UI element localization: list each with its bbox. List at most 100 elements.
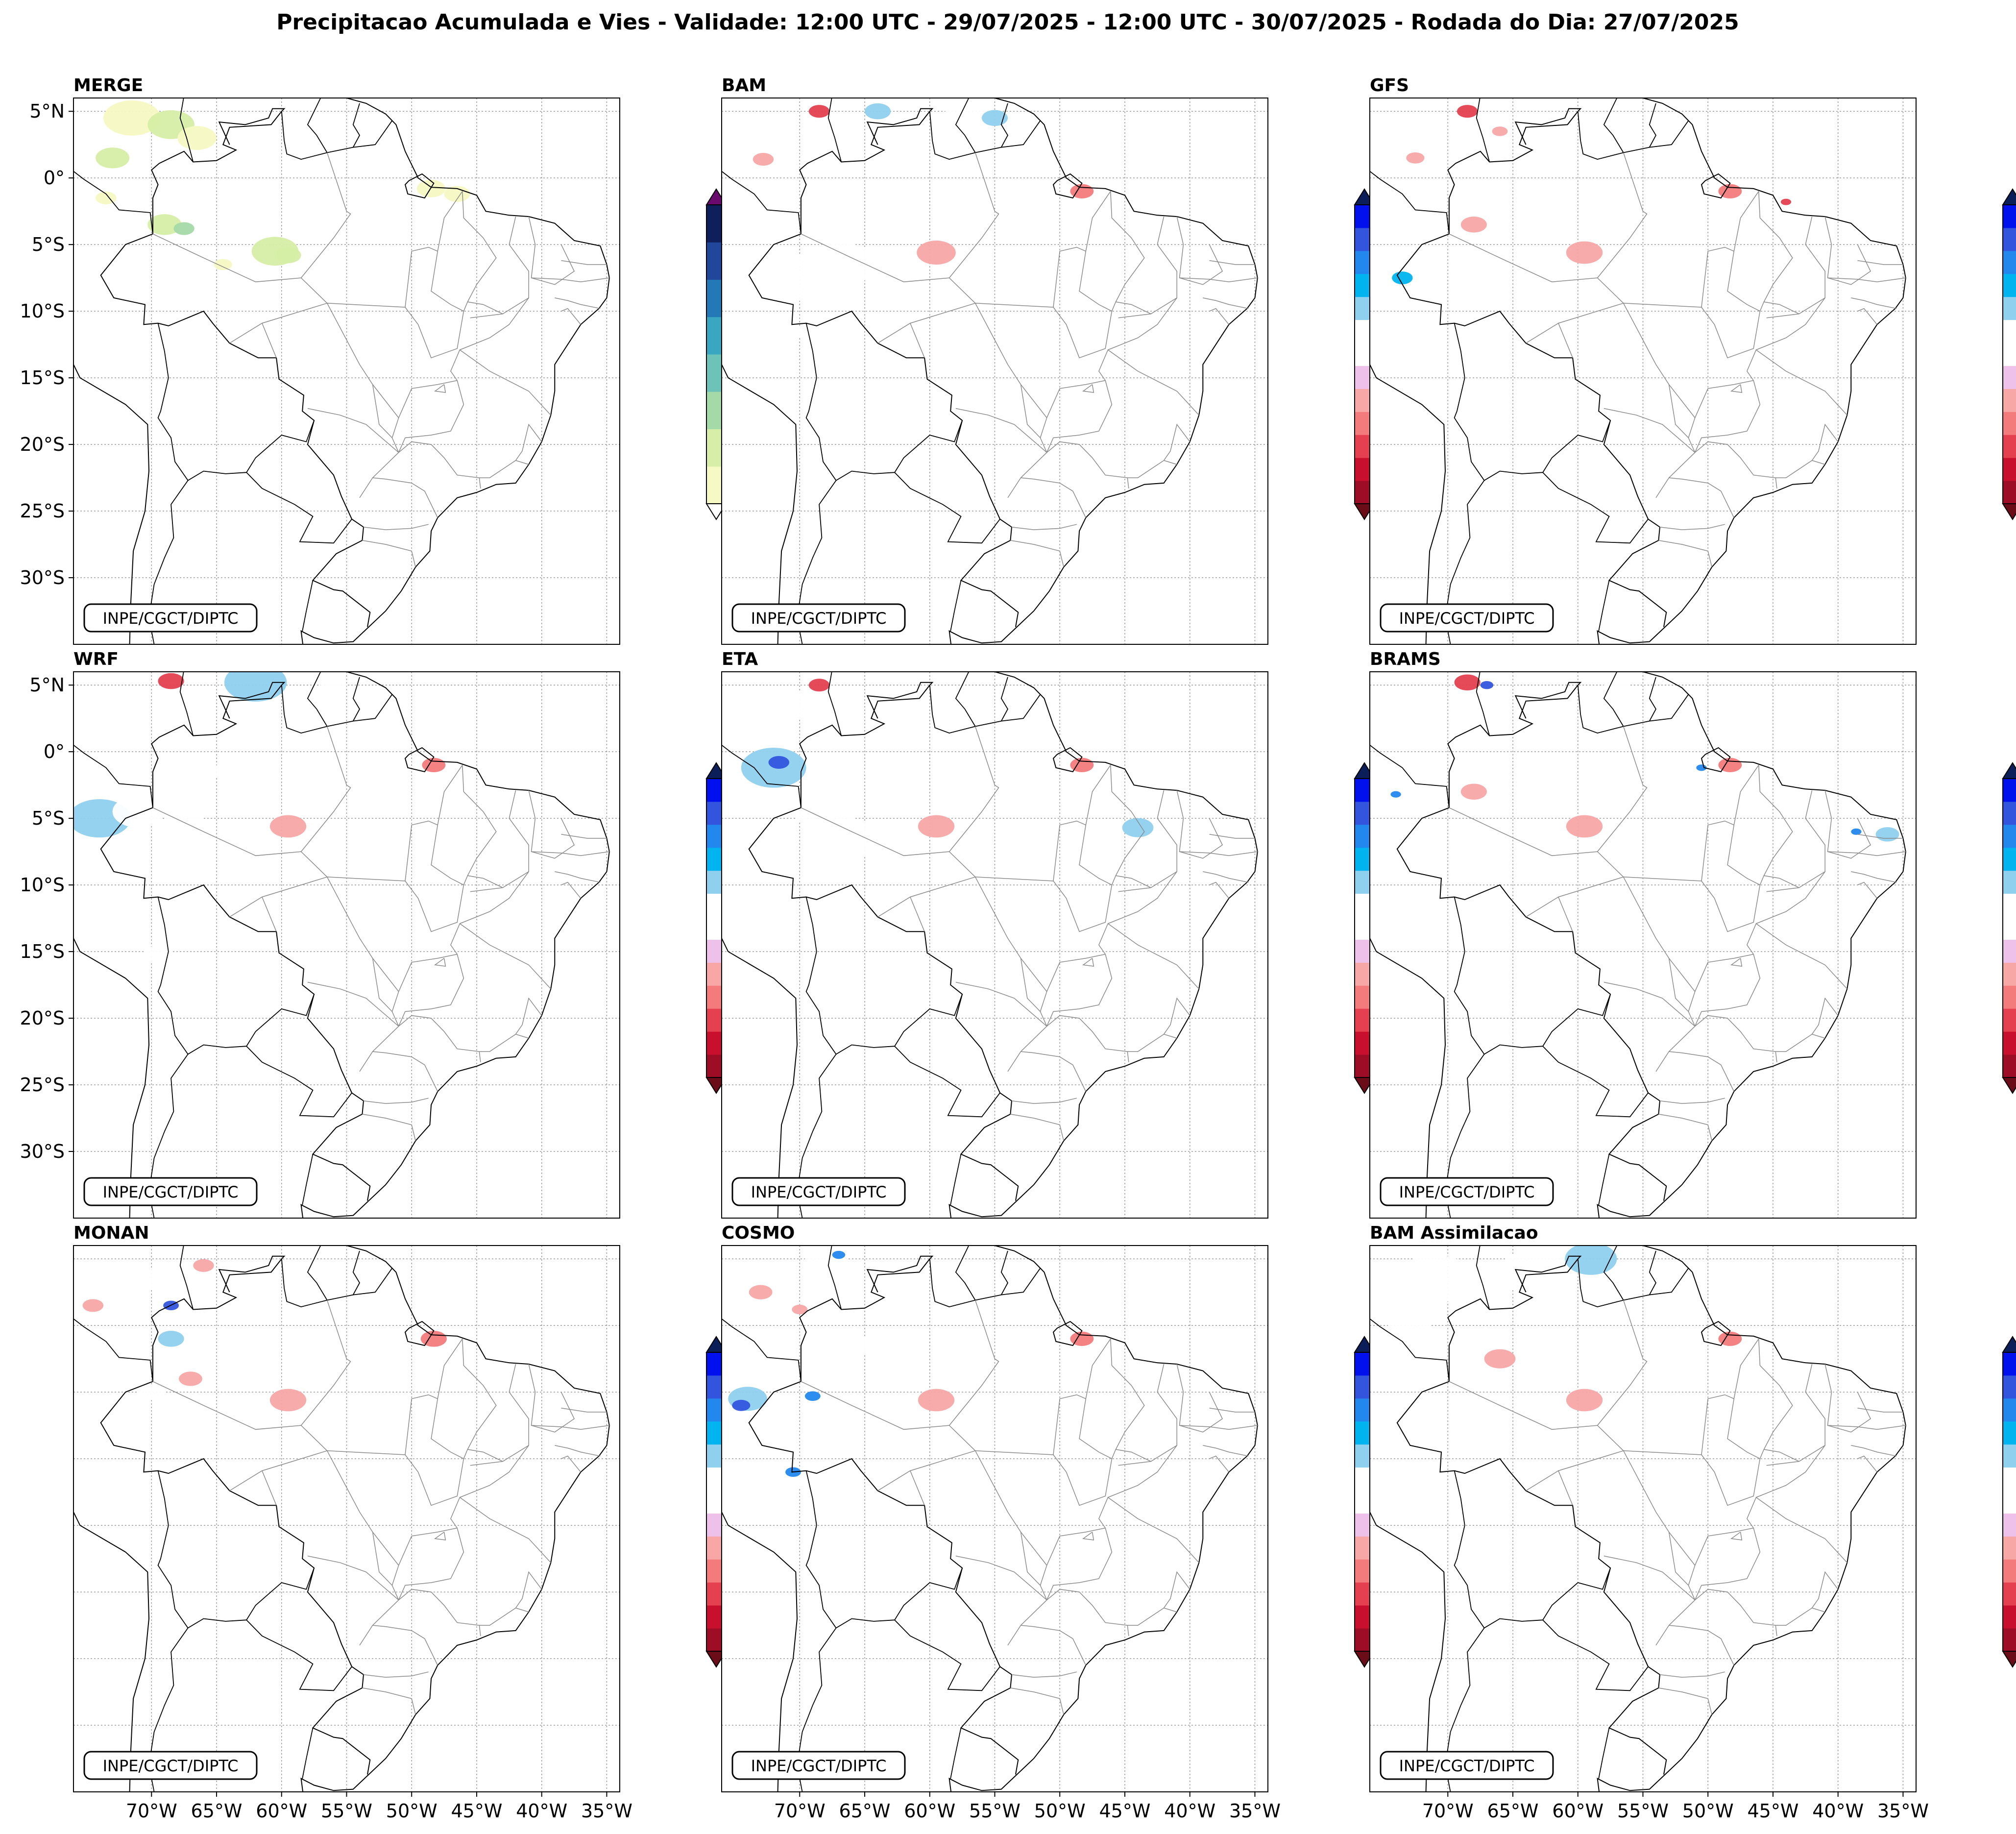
country-border <box>1000 103 1009 148</box>
coastline-pacific <box>73 937 150 1218</box>
country-border <box>1649 677 1657 722</box>
credit-label: INPE/CGCT/DIPTC <box>83 1751 258 1780</box>
country-border <box>1649 103 1657 148</box>
state-border <box>1110 191 1145 302</box>
country-border <box>307 672 328 727</box>
country-border <box>827 1246 842 1310</box>
country-border <box>827 98 842 162</box>
state-border <box>1127 1625 1129 1636</box>
state-border <box>1758 765 1793 876</box>
state-border <box>434 958 446 967</box>
state-border <box>1209 308 1229 325</box>
country-border <box>1370 171 1450 234</box>
state-border <box>1669 1051 1734 1092</box>
precip-field <box>269 815 307 838</box>
precip-field <box>1460 217 1487 233</box>
state-border <box>1079 1398 1151 1462</box>
colorbar-bin <box>2003 1031 2016 1055</box>
country-border <box>246 1046 352 1118</box>
precip-field <box>112 795 165 828</box>
state-border <box>462 765 497 876</box>
state-border <box>975 1450 1113 1506</box>
lat-tick-label: 10°S <box>20 874 65 896</box>
state-border <box>1209 881 1229 899</box>
state-border <box>405 191 463 308</box>
state-border <box>152 1381 328 1451</box>
state-border <box>1209 1455 1229 1472</box>
lon-tick-label: 40°W <box>1164 1800 1215 1822</box>
precip-field <box>96 147 130 169</box>
state-border <box>1203 871 1249 883</box>
map-panel-wrf: WRF INPE/CGCT/DIPTC 5°N 0° 5°S 10°S 15°S 20°S 25… <box>20 649 774 1219</box>
precip-field <box>444 186 470 202</box>
precip-field <box>177 126 217 150</box>
state-border <box>1020 1051 1086 1092</box>
coastline-atlantic <box>300 672 610 1218</box>
country-border <box>1603 1246 1624 1300</box>
map-panel-monan: MONAN INPE/CGCT/DIPTC 70°W 65°W 60°W 55°W 50°W… <box>73 1223 774 1822</box>
country-border <box>1476 98 1490 162</box>
lat-tick-label: 0° <box>44 741 65 762</box>
panels: MERGE INPE/CGCT/DIPTC 5°N 0° 5°S 10°S 15°S 20°S… <box>20 75 2016 1822</box>
state-border <box>955 408 1047 453</box>
state-border <box>1727 825 1799 888</box>
precip-field <box>732 1399 751 1411</box>
lat-tick-label: 30°S <box>20 567 65 588</box>
colorbar-bin <box>2003 481 2016 504</box>
country-border <box>179 672 194 736</box>
country-border <box>352 677 361 722</box>
state-border <box>1655 384 1696 498</box>
state-border <box>1857 1408 1903 1413</box>
map-panel-gfs: GFS INPE/CGCT/DIPTC 6040200−20−40−60 <box>1369 75 2016 645</box>
state-border <box>1046 441 1165 478</box>
state-border <box>327 877 464 932</box>
country-border <box>955 1246 976 1300</box>
country-border <box>302 580 314 631</box>
state-border <box>1695 1015 1813 1052</box>
country-border <box>1577 685 1689 734</box>
lat-tick-label: 5°S <box>32 807 65 829</box>
island-outline <box>404 1320 435 1346</box>
state-border <box>910 1470 925 1506</box>
country-border <box>100 685 371 1201</box>
state-border <box>307 408 399 453</box>
state-border <box>1098 871 1177 954</box>
map-area <box>73 98 620 644</box>
state-border <box>479 1051 481 1062</box>
state-border <box>434 1532 446 1541</box>
state-border <box>1179 851 1258 856</box>
colorbar-bin <box>2003 296 2016 320</box>
country-border <box>73 1318 153 1382</box>
country-border <box>894 1046 1000 1118</box>
lon-tick-label: 50°W <box>1682 1800 1734 1822</box>
precip-field <box>100 913 138 936</box>
credit-label: INPE/CGCT/DIPTC <box>83 1177 258 1206</box>
state-border <box>359 384 399 498</box>
state-border <box>1827 277 1906 283</box>
state-border <box>1098 297 1177 381</box>
coastline-pacific <box>1370 363 1446 644</box>
state-border <box>405 1338 463 1455</box>
precip-field <box>1566 815 1603 838</box>
state-border <box>1118 1364 1177 1466</box>
island-outline <box>1052 1320 1083 1346</box>
country-border <box>1514 1255 1582 1293</box>
state-border <box>1011 524 1077 530</box>
lon-tick-label: 45°W <box>1748 1800 1799 1822</box>
state-border <box>1695 380 1754 418</box>
precip-field <box>206 765 227 779</box>
country-border <box>100 111 371 627</box>
lon-tick-label: 65°W <box>839 1800 891 1822</box>
state-border <box>1811 997 1839 1039</box>
svg-text:INPE/CGCT/DIPTC: INPE/CGCT/DIPTC <box>1399 1183 1535 1201</box>
country-border <box>955 98 976 153</box>
state-border <box>1857 308 1877 325</box>
state-border <box>1558 323 1573 358</box>
state-border <box>1747 1445 1825 1528</box>
state-border <box>555 871 601 883</box>
lon-tick-label: 35°W <box>581 1800 632 1822</box>
country-border <box>1370 1318 1450 1382</box>
country-border <box>1396 111 1667 627</box>
state-border <box>460 923 551 989</box>
precip-field <box>722 312 762 338</box>
